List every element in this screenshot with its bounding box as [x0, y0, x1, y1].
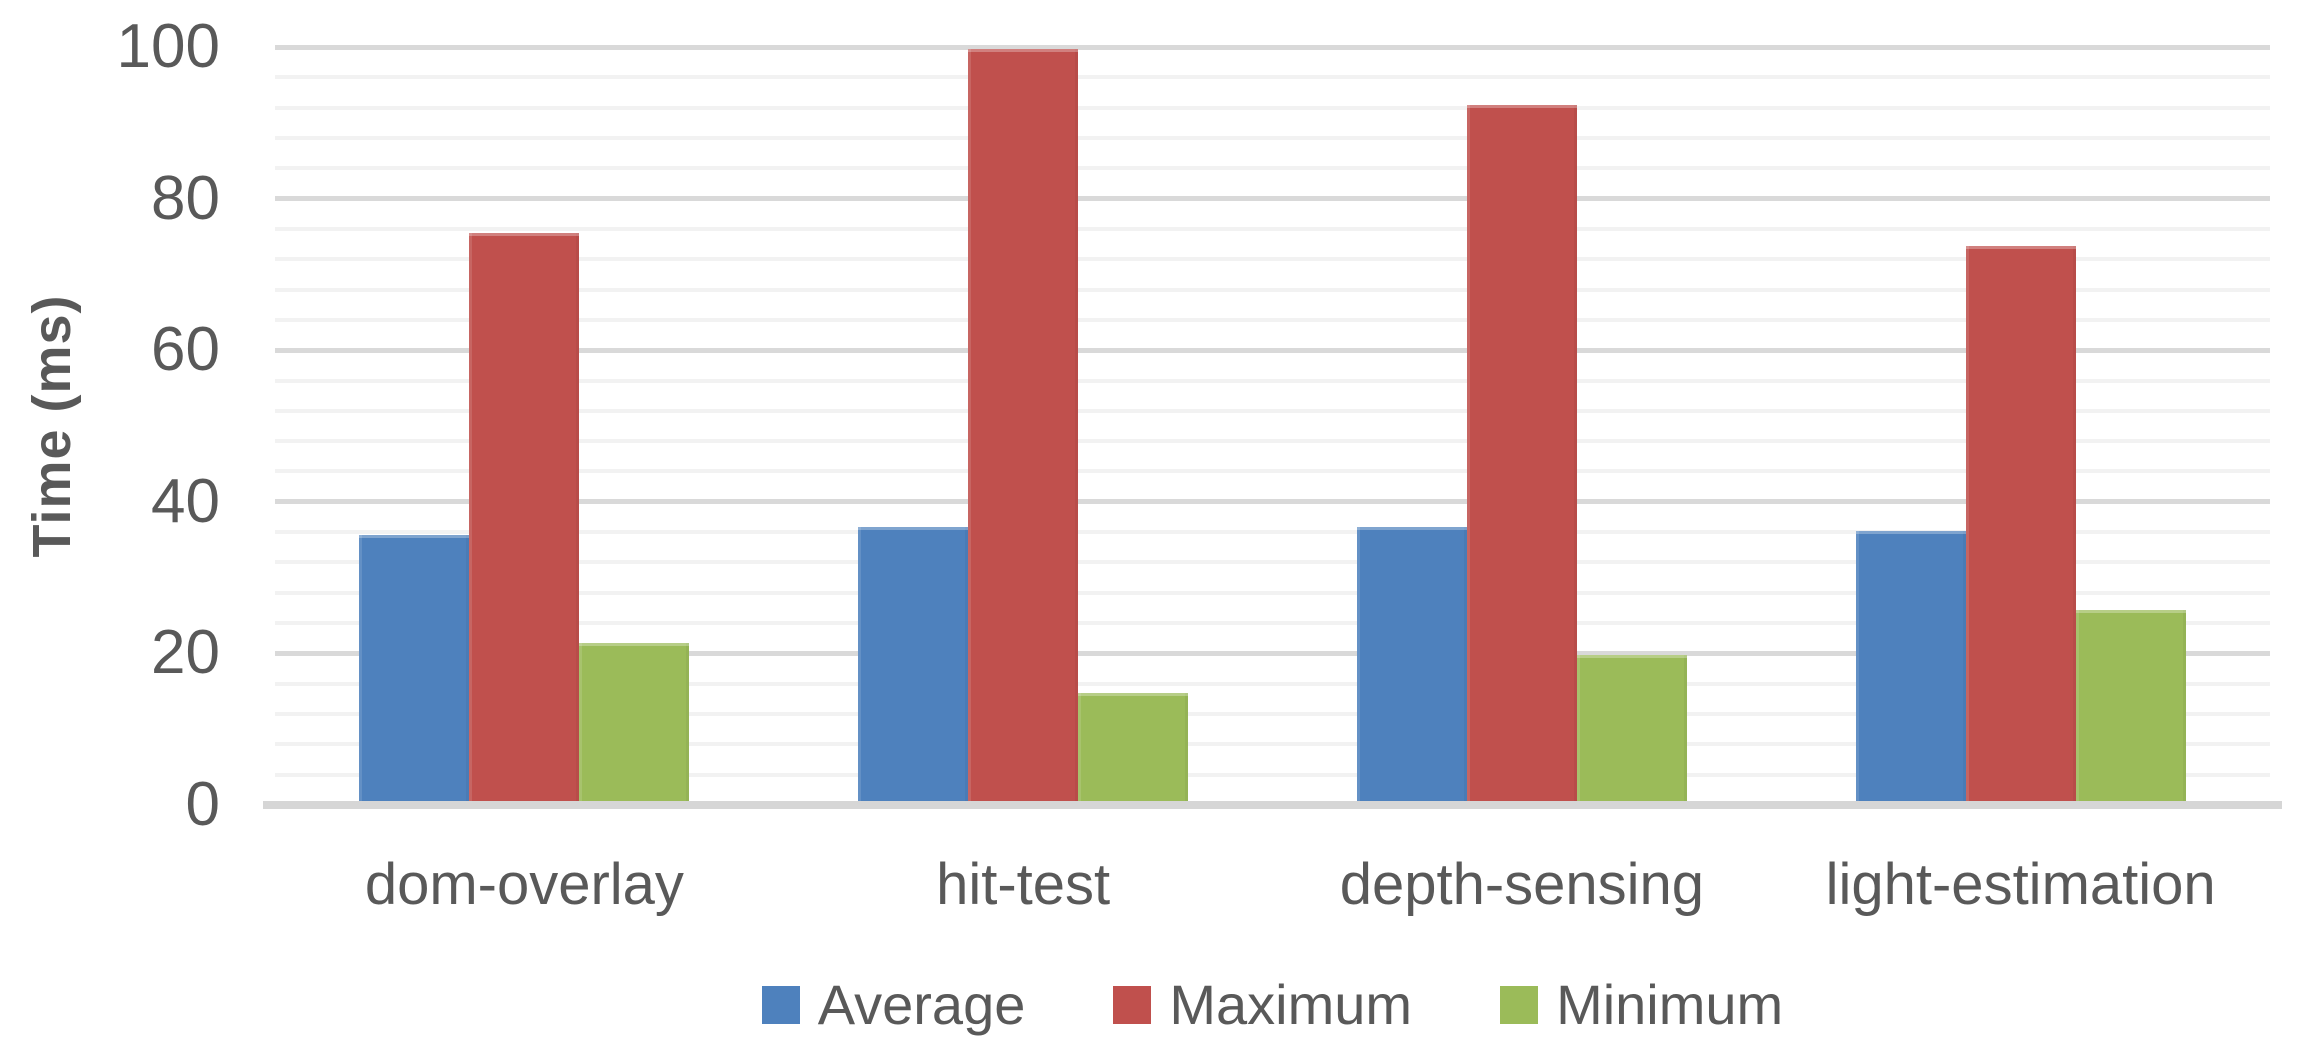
minor-gridline-32 — [275, 560, 2270, 565]
minor-gridline-88 — [275, 135, 2270, 140]
y-tick-label-0: 0 — [185, 770, 220, 839]
minor-gridline-64 — [275, 317, 2270, 322]
bar-group-depth-sensing — [1273, 47, 1772, 805]
bar-maximum-light-estimation — [1965, 246, 2076, 805]
minor-gridline-84 — [275, 166, 2270, 171]
minor-gridline-48 — [275, 439, 2270, 444]
minor-gridline-24 — [275, 621, 2270, 626]
y-tick-label-20: 20 — [151, 618, 220, 688]
minor-gridline-96 — [275, 75, 2270, 80]
legend-item-minimum: Minimum — [1500, 972, 1783, 1037]
minor-gridline-36 — [275, 530, 2270, 535]
major-gridline-60 — [275, 347, 2270, 353]
legend-swatch-icon-maximum — [1113, 985, 1152, 1024]
minor-gridline-52 — [275, 408, 2270, 413]
bar-maximum-hit-test — [968, 48, 1079, 805]
legend-item-maximum: Maximum — [1113, 972, 1412, 1037]
legend-label-maximum: Maximum — [1169, 973, 1413, 1036]
minor-gridline-16 — [275, 681, 2270, 686]
bar-average-dom-overlay — [359, 535, 470, 805]
minor-gridline-44 — [275, 469, 2270, 474]
legend-label-minimum: Minimum — [1556, 973, 1784, 1036]
major-gridline-20 — [275, 650, 2270, 656]
bar-maximum-dom-overlay — [469, 232, 580, 805]
minor-gridline-72 — [275, 257, 2270, 262]
x-axis-category-labels: dom-overlay hit-test depth-sensing light-es… — [275, 850, 2270, 920]
legend: Average Maximum Minimum — [275, 972, 2270, 1037]
legend-swatch-icon-minimum — [1500, 985, 1539, 1024]
bar-minimum-dom-overlay — [579, 642, 690, 805]
x-axis-baseline — [263, 801, 2282, 809]
legend-item-average: Average — [761, 972, 1026, 1037]
y-tick-label-100: 100 — [116, 12, 220, 81]
category-label-dom-overlay: dom-overlay — [364, 852, 684, 917]
bar-minimum-light-estimation — [2075, 610, 2186, 805]
legend-swatch-icon-average — [761, 985, 800, 1024]
major-gridline-80 — [275, 196, 2270, 202]
bar-minimum-depth-sensing — [1576, 654, 1687, 805]
major-gridline-40 — [275, 499, 2270, 505]
major-gridline-100 — [275, 44, 2270, 50]
minor-gridline-28 — [275, 590, 2270, 595]
y-tick-label-40: 40 — [151, 466, 220, 536]
y-axis-tick-labels: 0 20 40 60 80 100 — [0, 16, 248, 836]
y-tick-label-60: 60 — [151, 315, 220, 385]
bar-group-light-estimation — [1771, 47, 2270, 805]
bar-group-hit-test — [774, 47, 1273, 805]
bar-average-light-estimation — [1855, 531, 1966, 805]
minor-gridline-76 — [275, 226, 2270, 231]
legend-label-average: Average — [817, 973, 1026, 1036]
bar-maximum-depth-sensing — [1466, 105, 1577, 805]
minor-gridline-68 — [275, 287, 2270, 292]
minor-gridline-4 — [275, 772, 2270, 777]
category-label-light-estimation: light-estimation — [1825, 852, 2216, 917]
bar-average-depth-sensing — [1356, 526, 1467, 805]
category-label-hit-test: hit-test — [936, 852, 1111, 917]
minor-gridline-8 — [275, 742, 2270, 747]
minor-gridline-56 — [275, 378, 2270, 383]
bar-minimum-hit-test — [1078, 692, 1189, 805]
plot-area — [263, 44, 2282, 809]
y-tick-label-80: 80 — [151, 163, 220, 233]
category-label-depth-sensing: depth-sensing — [1339, 852, 1705, 917]
minor-gridline-92 — [275, 105, 2270, 110]
minor-gridline-12 — [275, 712, 2270, 717]
bar-average-hit-test — [858, 526, 969, 805]
bar-group-dom-overlay — [275, 47, 774, 805]
